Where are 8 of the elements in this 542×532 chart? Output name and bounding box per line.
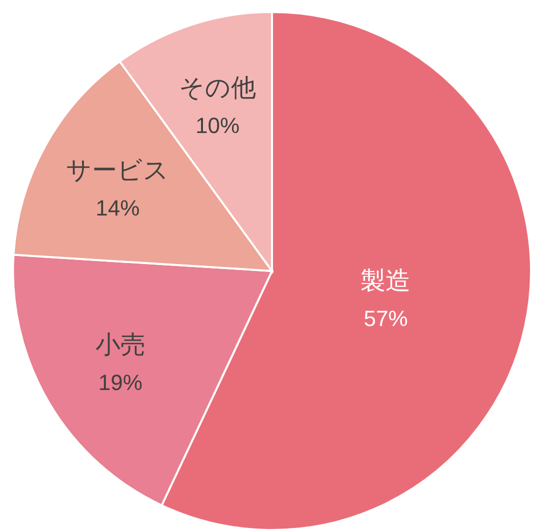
slice-label: 製造 — [360, 266, 411, 295]
data-label: 19% — [98, 370, 142, 396]
data-label: 14% — [96, 196, 140, 221]
slice-label: その他 — [179, 73, 256, 102]
data-label: 57% — [364, 306, 408, 331]
data-label: 10% — [196, 113, 240, 138]
slice-label: サービス — [66, 156, 170, 185]
slice-label: 小売 — [95, 330, 146, 360]
